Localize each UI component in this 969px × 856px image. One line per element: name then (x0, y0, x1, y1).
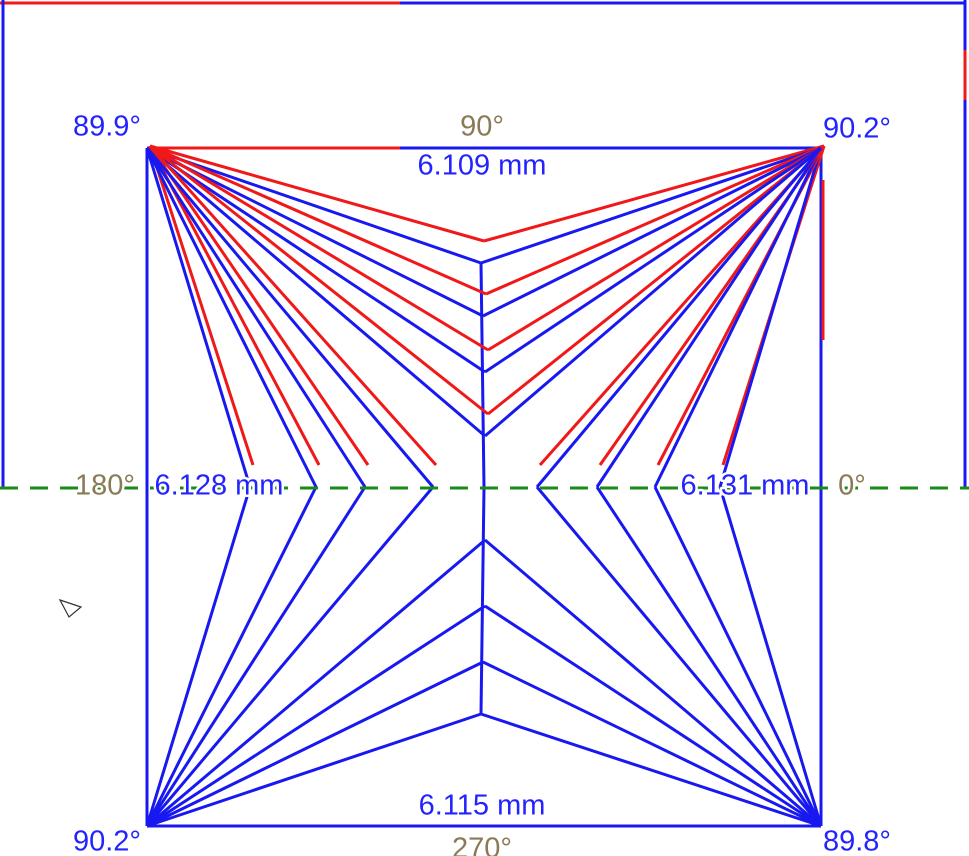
profile-line (146, 660, 484, 828)
center-line (479, 486, 486, 715)
axis-angle: 0° (838, 470, 866, 502)
profile-line (145, 147, 435, 488)
indent-outline (0, 0, 967, 828)
side-length: 6.115 mm (419, 790, 546, 822)
profile-line (484, 146, 822, 438)
profile-line (595, 486, 823, 827)
profile-line (145, 486, 435, 827)
profile-line (484, 146, 822, 374)
profile-line (145, 486, 367, 827)
profile-line (146, 146, 482, 265)
side-length: 6.128 mm (155, 470, 284, 502)
corner-angle: 89.9° (73, 111, 141, 143)
profile-line (535, 486, 823, 827)
profile-line (145, 147, 318, 488)
profile-line (487, 144, 825, 416)
profile-line (718, 147, 823, 488)
side-length: 6.131 mm (681, 470, 810, 502)
profile-line (145, 486, 318, 827)
profile-line (484, 538, 822, 828)
profile-line (146, 712, 482, 828)
axis-angle: 180° (75, 470, 135, 502)
profile-line (149, 144, 489, 416)
axis-angle: 270° (452, 833, 512, 856)
profile-line (653, 147, 823, 488)
profile-line (480, 712, 822, 828)
profile-line (535, 147, 823, 488)
axis-angle: 90° (460, 111, 504, 143)
profile-line (148, 144, 438, 467)
profile-line (653, 486, 823, 827)
profile-line (595, 147, 823, 488)
profile-line (484, 604, 822, 828)
profile-line (482, 660, 822, 828)
profile-line (485, 144, 825, 296)
profile-line (146, 604, 486, 828)
profile-line (146, 146, 484, 318)
profile-line (148, 145, 370, 466)
profile-line (146, 146, 486, 374)
center-line (479, 262, 486, 488)
profile-line (480, 146, 822, 265)
profile-line (718, 486, 823, 827)
profile-line (148, 145, 255, 466)
profile-line (487, 144, 825, 352)
profile-line (145, 147, 367, 488)
profile-line (482, 146, 822, 318)
side-length: 6.109 mm (418, 150, 547, 182)
profile-line (145, 147, 252, 488)
profile-line (149, 144, 489, 352)
profile-line (145, 486, 252, 827)
corner-angle: 89.8° (823, 826, 891, 856)
cursor (58, 598, 83, 618)
profile-line (149, 144, 485, 243)
corner-angle: 90.2° (823, 113, 891, 145)
profile-line (483, 144, 825, 243)
profile-line (146, 146, 486, 438)
corner-angle: 90.2° (73, 826, 141, 856)
profile-line (146, 538, 486, 828)
profile-line (149, 144, 487, 296)
